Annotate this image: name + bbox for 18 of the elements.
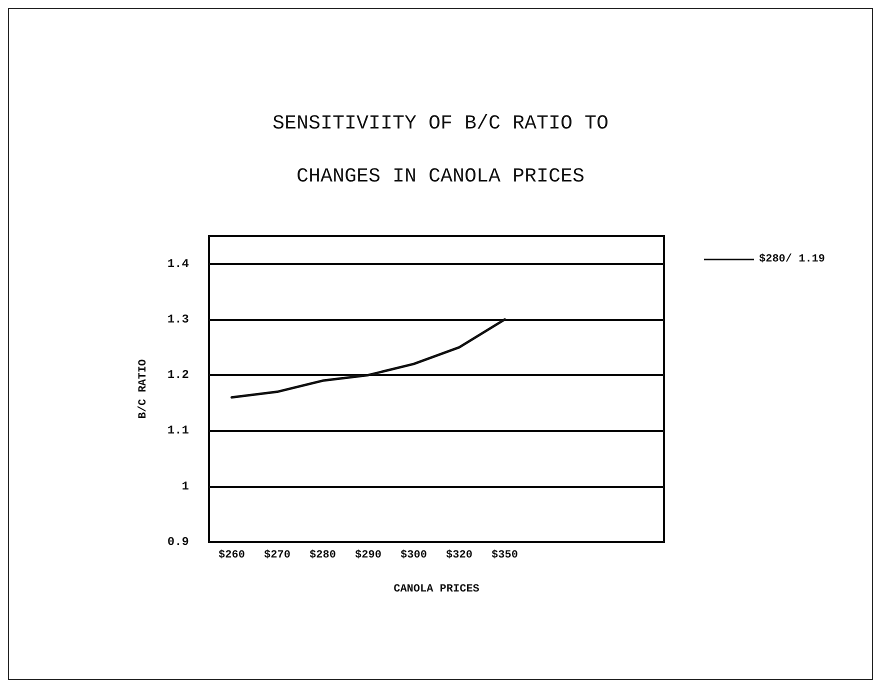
x-tick-label: $270 xyxy=(264,548,290,562)
x-tick-label: $290 xyxy=(355,548,382,562)
y-tick-label: 0.9 xyxy=(167,535,189,549)
x-tick-label: $300 xyxy=(400,548,427,562)
x-tick-label: $280 xyxy=(310,548,336,562)
x-tick-label: $320 xyxy=(446,548,472,562)
y-tick-label: 1.2 xyxy=(167,368,189,382)
y-tick-label: 1 xyxy=(182,479,189,494)
x-tick-label: $350 xyxy=(492,548,518,562)
legend-label: $280/ 1.19 xyxy=(759,252,826,266)
chart-subtitle: CHANGES IN CANOLA PRICES xyxy=(296,166,585,188)
y-tick-label: 1.4 xyxy=(167,256,189,271)
y-axis-title: B/C RATIO xyxy=(138,358,150,419)
y-tick-label: 1.3 xyxy=(167,312,189,326)
chart-title: SENSITIVIITY OF B/C RATIO TO xyxy=(272,112,609,136)
y-tick-label: 1.1 xyxy=(167,424,189,438)
x-axis-title: CANOLA PRICES xyxy=(394,584,480,596)
x-tick-label: $260 xyxy=(218,548,245,562)
